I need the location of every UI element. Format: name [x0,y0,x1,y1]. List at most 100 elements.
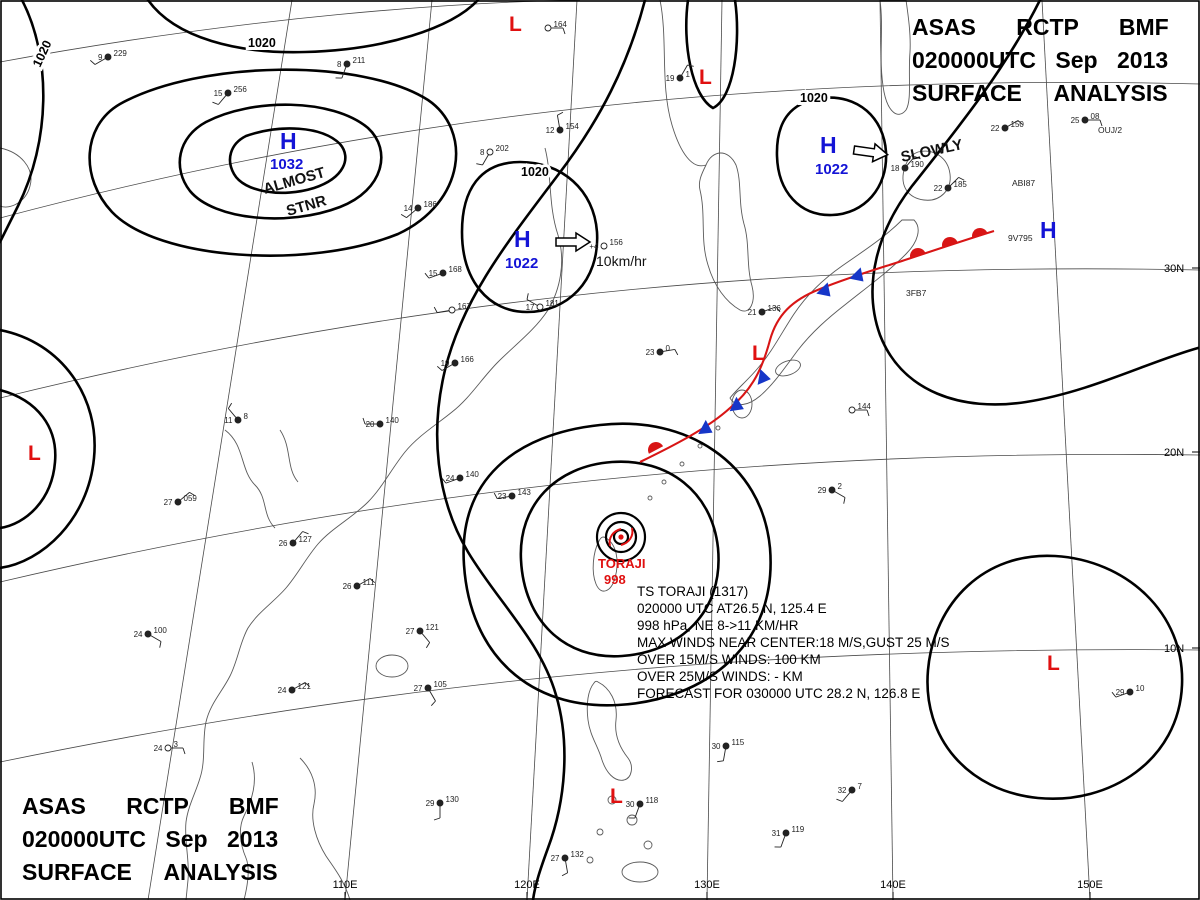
station-circle-icon [1001,124,1009,132]
wind-barb-tick-icon [866,409,870,417]
wind-barb-icon [722,748,726,761]
station-plot: 23 143 [493,488,532,501]
island-ryukyu [647,495,653,501]
wind-barb-icon [1007,120,1019,127]
station-plot: 22 150 [991,120,1025,133]
station-circle-icon [758,308,766,316]
station-temp: 27 [164,498,173,507]
station-temp: 27 [414,684,423,693]
fronts [639,228,995,463]
low-symbol: L [509,13,522,36]
station-pressure: 059 [184,494,198,503]
station-temp: +4 [589,242,599,251]
typhoon-eye-icon [618,534,624,540]
station-circle-icon [416,627,424,635]
wind-barb-icon [406,209,416,218]
station-temp: 11 [224,416,233,425]
station-temp: 23 [646,348,655,357]
station-plot: 27 059 [164,491,198,507]
isobar [435,0,647,900]
low-symbol: L [610,785,623,808]
warm-front-symbol [910,248,926,259]
wind-barb-tick-icon [561,872,568,877]
isobar [775,96,888,217]
river-squiggle [224,429,276,529]
island-ryukyu [715,425,721,431]
graticule-labels: 30N 20N 10N 110E 120E 130E 140E 150E [333,263,1200,900]
island-ryukyu [679,461,685,467]
typhoon-info-line: OVER 25M/S WINDS: - KM [637,669,803,684]
wind-barb-tick-icon [1099,119,1103,127]
station-circle-icon [536,303,544,311]
station-plot: 12 154 [546,111,579,135]
station-circle-icon [722,742,730,750]
wind-barb-tick-icon [182,747,186,755]
wind-barb-tick-icon [159,641,162,648]
station-pressure: 144 [858,402,872,411]
wind-barb-tick-icon [843,497,846,504]
wind-barb-icon [834,491,846,498]
station-temp: 31 [772,829,781,838]
wind-barb-icon [428,273,441,279]
wind-barb-tick-icon [212,101,219,105]
station-plot: 32 7 [836,782,863,802]
title-line: ASAS RCTP BMF [22,793,279,819]
warm-front-symbol [942,237,958,248]
wind-barb-icon [634,806,640,819]
station-plot: 167 [433,302,471,314]
station-plot: 22 185 [934,176,967,193]
meridian [344,0,433,900]
station-temp: 24 [154,744,163,753]
station-pressure: 143 [518,488,532,497]
wind-barb-tick-icon [836,798,843,802]
wind-barb-tick-icon [189,491,196,497]
station-circle-icon [848,786,856,794]
station-pressure: 202 [496,144,510,153]
isobar [0,388,57,530]
station-pressure: 156 [610,238,624,247]
station-plot: 15 168 [424,265,462,279]
wind-barb-icon [526,299,538,306]
station-temp: 25 [1071,116,1080,125]
high-value: 1022 [505,255,538,272]
wind-barb-tick-icon [400,213,407,219]
station-pressure: 121 [298,682,312,691]
high-symbol: H [280,128,297,154]
cold-front-symbol [729,396,744,412]
station-circle-icon [676,74,684,82]
wind-barb-icon [482,154,489,166]
wind-barb-icon [445,478,458,484]
station-temp: 27 [406,627,415,636]
meridian [147,0,293,900]
typhoon-ring [604,520,638,554]
wind-barb-icon [764,306,777,312]
station-pressure: 229 [114,49,128,58]
island-philippines [596,828,604,836]
typhoon-pressure: 998 [604,572,626,587]
station-temp: 19 [666,74,675,83]
station-plot: 17 181 [526,293,559,312]
station-plot: 9 229 [89,49,128,65]
station-circle-icon [556,126,564,134]
motion-arrows [555,142,890,253]
low-symbol: L [699,66,712,89]
station-temp: 8 [480,148,485,157]
station-pressure: 8 [244,412,249,421]
low-symbol: L [1047,652,1060,675]
isobar-label: 1020 [521,165,549,179]
station-plot: 8 211 [335,56,366,79]
island-hokkaido [902,150,951,201]
isobar [0,328,96,570]
station-plot: 30 115 [712,738,745,763]
wind-barb-tick-icon [557,111,564,116]
isobar-label: 1020 [248,36,276,50]
island-kyushu [731,389,753,419]
wind-barb-icon [681,64,688,76]
isobar [462,422,772,707]
title-line: SURFACE ANALYSIS [912,80,1168,106]
high-value: 1032 [270,156,303,173]
title-blocks: ASAS RCTP BMF 020000UTC Sep 2013 SURFACE… [22,14,1169,885]
station-pressure: 150 [1011,120,1025,129]
station-temp: 22 [991,124,1000,133]
